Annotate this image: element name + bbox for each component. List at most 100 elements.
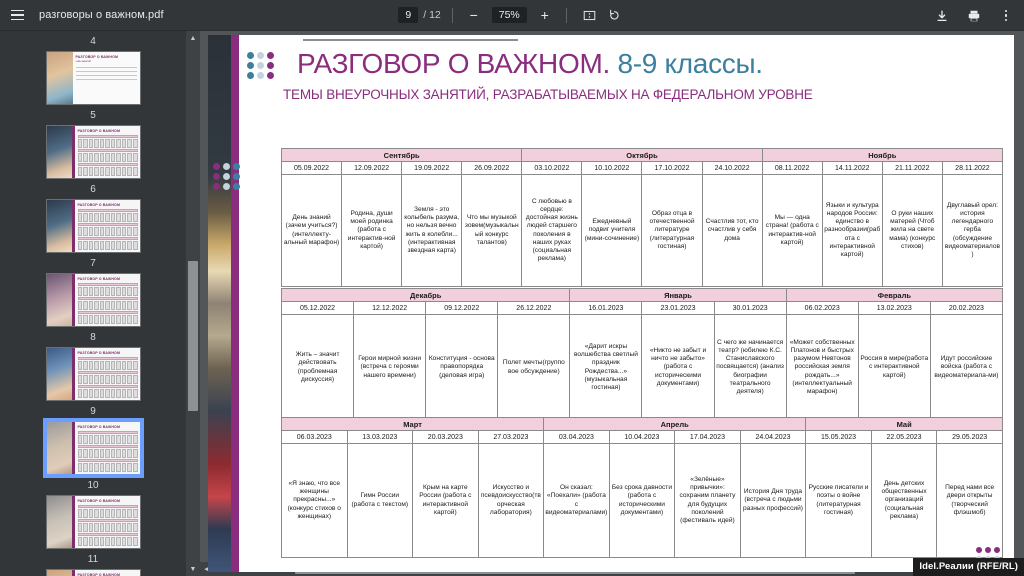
thumbnail-item-7[interactable]: 7 РАЗГОВОР О ВАЖНОМ <box>0 253 186 327</box>
toolbar-divider-1 <box>451 7 453 23</box>
thumbnail-preview-7[interactable]: РАЗГОВОР О ВАЖНОМ <box>45 273 141 327</box>
sidebar-toggle-button[interactable] <box>0 0 34 31</box>
thumbnail-preview-8[interactable]: РАЗГОВОР О ВАЖНОМ <box>45 347 141 401</box>
thumbnail-accent-bar <box>71 274 75 326</box>
date-cell: 16.01.2023 <box>569 301 643 315</box>
topic-cell: Гимн России (работа с текстом) <box>346 443 414 558</box>
topic-cell: Счастлив тот, кто счастлив у себя дома <box>701 174 763 287</box>
thumbnail-photo <box>46 422 72 474</box>
zoom-out-button[interactable]: − <box>469 7 478 23</box>
date-cell: 20.03.2023 <box>412 430 479 444</box>
month-header-cell: Январь <box>569 288 787 302</box>
schedule-table: Сентябрь Октябрь Ноябрь 05.09.2022 12.09.202… <box>280 148 1004 287</box>
rotate-button[interactable] <box>602 3 626 27</box>
date-cell: 24.04.2023 <box>739 430 807 444</box>
scroll-down-arrow[interactable]: ▼ <box>189 565 197 573</box>
title-rule <box>303 39 518 41</box>
download-button[interactable] <box>930 4 954 28</box>
month-header-row: Декабрь Январь Февраль <box>280 288 1004 302</box>
date-cell: 22.05.2023 <box>870 430 938 444</box>
vertical-scroll-thumb[interactable] <box>188 261 198 411</box>
date-cell: 03.04.2023 <box>543 430 610 444</box>
month-header-cell: Декабрь <box>280 288 571 302</box>
thumbnail-page-number: 6 <box>90 184 96 195</box>
thumbnail-accent-bar <box>71 126 75 178</box>
month-header-cell: Ноябрь <box>761 148 1004 162</box>
download-icon <box>937 10 947 21</box>
schedule-table-2: Декабрь Январь Февраль 05.12.2022 12.12.2022… <box>280 288 1004 421</box>
scroll-left-arrow[interactable]: ◀ <box>204 566 210 573</box>
thumbnail-item-8[interactable]: 8 РАЗГОВОР О ВАЖНОМ <box>0 327 186 401</box>
page-number-input[interactable]: 9 <box>398 7 419 23</box>
topic-cell: Ежедневный подвиг учителя (мини-сочинени… <box>581 174 643 287</box>
toolbar-center-controls: 9 / 12 − 75% + <box>0 0 1024 31</box>
thumbnail-sidebar[interactable]: 4 РАЗГОВОР О ВАЖНОМ темы занятий 5 РАЗГОВОР … <box>0 31 186 576</box>
topic-cell: Двуглавый орел: история легендарного гер… <box>941 174 1004 287</box>
thumbnail-photo <box>46 570 72 576</box>
month-header-cell: Март <box>280 417 545 431</box>
schedule-table: Март Апрель Май 06.03.2023 13.03.2023 20.03.2… <box>280 417 1003 558</box>
thumbnail-photo <box>46 126 72 178</box>
topic-cell: Перед нами все двери открыты (творческий… <box>936 443 1003 558</box>
date-cell: 08.11.2022 <box>761 161 823 175</box>
date-cell: 28.11.2022 <box>941 161 1004 175</box>
scroll-up-arrow[interactable]: ▲ <box>189 34 197 42</box>
zoom-level-display[interactable]: 75% <box>491 7 527 23</box>
thumbnail-list: 4 РАЗГОВОР О ВАЖНОМ темы занятий 5 РАЗГОВОР … <box>0 31 186 576</box>
date-cell: 17.04.2023 <box>674 430 741 444</box>
thumbnail-item-4[interactable]: 4 РАЗГОВОР О ВАЖНОМ темы занятий <box>0 31 186 105</box>
thumbnail-preview-10[interactable]: РАЗГОВОР О ВАЖНОМ <box>45 495 141 549</box>
thumbnail-preview-9[interactable]: РАЗГОВОР О ВАЖНОМ <box>42 418 144 478</box>
fit-to-page-button[interactable] <box>578 3 602 27</box>
date-cell: 09.12.2022 <box>425 301 499 315</box>
zoom-in-button[interactable]: + <box>540 7 549 23</box>
topic-cell: Русские писатели и поэты о войне (литера… <box>805 443 872 558</box>
date-cell: 05.12.2022 <box>280 301 355 315</box>
topic-row: «Я знаю, что все женщины прекрасны...» (… <box>281 443 1003 558</box>
pdf-toolbar: разговоры о важном.pdf 9 / 12 − 75% + <box>0 0 1024 31</box>
thumbnail-item-5[interactable]: 5 РАЗГОВОР О ВАЖНОМ <box>0 105 186 179</box>
topic-cell: Россия в мире(работа с интерактивной кар… <box>857 314 931 421</box>
thumbnail-body: РАЗГОВОР О ВАЖНОМ <box>74 274 140 326</box>
thumbnail-preview-6[interactable]: РАЗГОВОР О ВАЖНОМ <box>45 199 141 253</box>
thumbnail-accent-bar <box>71 200 75 252</box>
topic-cell: Родина, души моей родинка (работа с инте… <box>341 174 403 287</box>
more-options-button[interactable] <box>994 4 1018 28</box>
hamburger-menu-icon <box>10 9 24 21</box>
decorative-dot-grid-middle <box>213 163 240 190</box>
topic-cell: Полет мечты(группо вое обсуждение) <box>497 314 571 421</box>
thumbnail-body: РАЗГОВОР О ВАЖНОМ <box>74 496 140 548</box>
thumbnail-preview-11[interactable]: РАЗГОВОР О ВАЖНОМ <box>45 569 141 576</box>
topic-cell: Что мы музыкой зовем(музыкальный конкурс… <box>461 174 523 287</box>
thumbnail-preview-5[interactable]: РАЗГОВОР О ВАЖНОМ <box>45 125 141 179</box>
month-header-row: Март Апрель Май <box>280 417 1003 431</box>
thumbnail-body: РАЗГОВОР О ВАЖНОМ темы занятий <box>72 52 140 104</box>
topic-cell: С любовью в сердце: достойная жизнь люде… <box>521 174 583 287</box>
date-cell: 27.03.2023 <box>477 430 545 444</box>
topic-cell: Крым на карте России (работа с интеракти… <box>412 443 479 558</box>
thumbnail-page-number: 5 <box>90 110 96 121</box>
schedule-table-1: Сентябрь Октябрь Ноябрь 05.09.2022 12.09.202… <box>280 148 1004 287</box>
date-cell: 05.09.2022 <box>280 161 343 175</box>
topic-row: День знаний (зачем учиться?) (интеллекту… <box>280 174 1004 287</box>
thumbnail-page-number: 8 <box>90 332 96 343</box>
thumbnail-body: РАЗГОВОР О ВАЖНОМ <box>74 422 140 474</box>
thumbnail-item-6[interactable]: 6 РАЗГОВОР О ВАЖНОМ <box>0 179 186 253</box>
thumbnail-item-10[interactable]: 10 РАЗГОВОР О ВАЖНОМ <box>0 475 186 549</box>
thumbnail-preview-4[interactable]: РАЗГОВОР О ВАЖНОМ темы занятий <box>45 51 141 105</box>
topic-cell: Идут российские войска (работа с видеома… <box>929 314 1004 421</box>
date-cell: 24.10.2022 <box>701 161 763 175</box>
purple-accent-bar <box>231 35 239 572</box>
topic-cell: Мы — одна страна! (работа с интерактив-н… <box>761 174 823 287</box>
more-options-icon <box>1004 9 1008 22</box>
print-button[interactable] <box>962 4 986 28</box>
toolbar-divider-2 <box>565 7 567 23</box>
thumbnail-photo <box>46 348 72 400</box>
thumbnail-page-number: 10 <box>87 480 99 491</box>
thumbnail-item-9[interactable]: 9 РАЗГОВОР О ВАЖНОМ <box>0 401 186 478</box>
date-cell: 12.12.2022 <box>353 301 427 315</box>
month-header-cell: Май <box>805 417 1003 431</box>
vertical-scrollbar[interactable]: ▲ ▼ <box>186 31 200 576</box>
topic-cell: С чего же начинается театр? (юбилею К.С.… <box>713 314 787 421</box>
thumbnail-item-11[interactable]: 11 РАЗГОВОР О ВАЖНОМ <box>0 549 186 576</box>
